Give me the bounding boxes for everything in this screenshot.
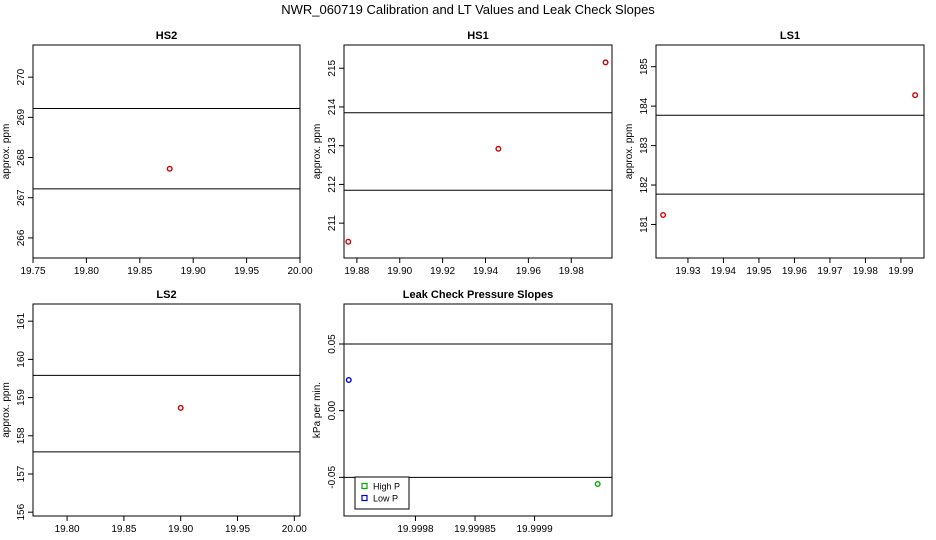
y-tick-label: 214 bbox=[327, 98, 338, 115]
y-tick-label: 211 bbox=[327, 215, 338, 231]
x-tick-label: 19.96 bbox=[516, 266, 541, 277]
x-tick-label: 19.97 bbox=[817, 266, 842, 277]
x-tick-label: 19.98 bbox=[853, 266, 878, 277]
y-tick-label: 212 bbox=[327, 176, 338, 193]
x-tick-label: 19.85 bbox=[127, 266, 152, 277]
y-tick-label: 267 bbox=[16, 189, 27, 206]
y-axis-label: approx. ppm bbox=[1, 382, 12, 438]
x-tick-label: 19.95 bbox=[234, 266, 259, 277]
x-tick-label: 19.9998 bbox=[397, 524, 434, 535]
plot-frame bbox=[32, 44, 301, 259]
data-point bbox=[166, 165, 173, 172]
y-tick-label: 183 bbox=[639, 137, 650, 154]
y-axis-label: approx. ppm bbox=[624, 124, 635, 180]
legend: High P Low P bbox=[354, 476, 410, 510]
data-point bbox=[602, 59, 609, 66]
x-tick-label: 19.9999 bbox=[516, 524, 553, 535]
data-point bbox=[594, 481, 601, 488]
x-tick-label: 19.92 bbox=[430, 266, 455, 277]
x-tick-label: 19.80 bbox=[55, 524, 80, 535]
y-tick-label: 185 bbox=[639, 58, 650, 75]
y-tick-label: 157 bbox=[16, 465, 27, 482]
plot-frame bbox=[32, 303, 301, 517]
y-tick-label: 0.00 bbox=[327, 400, 338, 420]
y-tick-label: 158 bbox=[16, 427, 27, 444]
y-tick-label: 213 bbox=[327, 137, 338, 154]
y-tick-label: 215 bbox=[327, 59, 338, 76]
x-tick-label: 20.00 bbox=[282, 524, 307, 535]
panel-4: LS2 approx. ppm 19.80 19.85 19.90 19.95 20.00 1… bbox=[1, 289, 307, 535]
y-tick-label: 156 bbox=[16, 503, 27, 520]
y-tick-label: 0.05 bbox=[327, 334, 338, 354]
x-tick-label: 19.90 bbox=[181, 266, 206, 277]
x-tick-label: 19.99 bbox=[888, 266, 913, 277]
x-tick-label: 19.85 bbox=[111, 524, 136, 535]
y-tick-label: 182 bbox=[639, 176, 650, 193]
x-tick-label: 19.90 bbox=[168, 524, 193, 535]
x-tick-label: 19.96 bbox=[782, 266, 807, 277]
y-axis-label: approx. ppm bbox=[312, 124, 323, 180]
data-point bbox=[177, 404, 184, 411]
y-tick-label: 184 bbox=[639, 97, 650, 114]
data-point bbox=[345, 238, 352, 245]
data-point bbox=[912, 92, 919, 99]
y-tick-label: 160 bbox=[16, 351, 27, 368]
x-tick-label: 19.80 bbox=[74, 266, 99, 277]
y-tick-label: 161 bbox=[16, 312, 27, 329]
x-tick-label: 19.90 bbox=[387, 266, 412, 277]
panel-title: LS2 bbox=[156, 289, 176, 301]
plot-frame bbox=[343, 44, 613, 259]
legend-swatch bbox=[361, 494, 368, 502]
legend-label: Low P bbox=[373, 494, 398, 504]
y-axis-label: kPa per min. bbox=[312, 382, 323, 438]
x-tick-label: 19.95 bbox=[225, 524, 250, 535]
panel-2: HS1 approx. ppm 19.88 19.90 19.92 19.94 19.96 1… bbox=[312, 30, 613, 277]
y-tick-label: 181 bbox=[639, 216, 650, 233]
y-tick-label: 269 bbox=[16, 109, 27, 126]
legend-swatch bbox=[361, 482, 368, 490]
y-tick-label: -0.05 bbox=[327, 466, 338, 489]
panel-title: HS1 bbox=[467, 30, 488, 42]
x-tick-label: 19.95 bbox=[746, 266, 771, 277]
x-tick-label: 19.94 bbox=[711, 266, 736, 277]
plot-frame bbox=[343, 303, 613, 517]
panel-title: Leak Check Pressure Slopes bbox=[403, 289, 553, 301]
legend-box bbox=[354, 476, 410, 510]
x-tick-label: 19.93 bbox=[675, 266, 700, 277]
x-tick-label: 20.00 bbox=[287, 266, 312, 277]
y-tick-label: 270 bbox=[16, 68, 27, 85]
panel-3: LS1 approx. ppm 19.93 19.94 19.95 19.96 19.97 1… bbox=[624, 30, 925, 277]
y-tick-label: 159 bbox=[16, 389, 27, 406]
x-tick-label: 19.94 bbox=[473, 266, 498, 277]
legend-label: High P bbox=[373, 482, 400, 492]
x-tick-label: 19.99985 bbox=[454, 524, 496, 535]
plot-frame bbox=[655, 44, 925, 259]
data-point bbox=[495, 145, 502, 152]
x-tick-label: 19.88 bbox=[344, 266, 369, 277]
panel-5: Leak Check Pressure Slopes kPa per min. 19… bbox=[312, 289, 613, 535]
panel-1: HS2 approx. ppm 19.75 19.80 19.85 19.90 19.95 2… bbox=[1, 30, 313, 277]
x-tick-label: 19.75 bbox=[20, 266, 45, 277]
data-point bbox=[660, 212, 667, 219]
y-tick-label: 266 bbox=[16, 229, 27, 246]
panel-title: LS1 bbox=[780, 30, 800, 42]
y-tick-label: 268 bbox=[16, 149, 27, 166]
x-tick-label: 19.98 bbox=[559, 266, 584, 277]
panel-title: HS2 bbox=[156, 30, 177, 42]
figure-title: NWR_060719 Calibration and LT Values and… bbox=[281, 2, 655, 17]
y-axis-label: approx. ppm bbox=[1, 124, 12, 180]
data-point bbox=[345, 377, 352, 384]
